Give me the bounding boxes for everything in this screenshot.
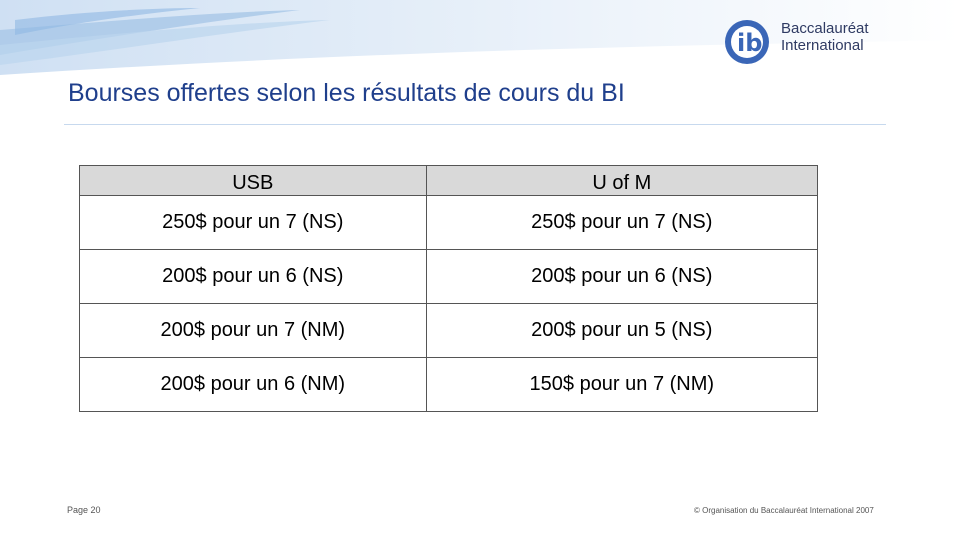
slide-title: Bourses offertes selon les résultats de … bbox=[68, 79, 625, 107]
table-header-row: USB U of M bbox=[79, 165, 819, 196]
table-row: 200$ pour un 6 (NS) 200$ pour un 6 (NS) bbox=[79, 249, 819, 304]
table-cell: 250$ pour un 7 (NS) bbox=[79, 195, 427, 250]
title-divider bbox=[64, 124, 886, 125]
logo-line-2: International bbox=[781, 37, 864, 54]
ib-logo-icon: ib bbox=[725, 20, 769, 64]
table-cell: 200$ pour un 6 (NS) bbox=[79, 249, 427, 304]
table-cell: 200$ pour un 5 (NS) bbox=[425, 303, 819, 358]
table-row: 200$ pour un 6 (NM) 150$ pour un 7 (NM) bbox=[79, 357, 819, 412]
table-row: 200$ pour un 7 (NM) 200$ pour un 5 (NS) bbox=[79, 303, 819, 358]
table-cell: 250$ pour un 7 (NS) bbox=[425, 195, 819, 250]
column-header-usb: USB bbox=[79, 165, 427, 196]
table-cell: 200$ pour un 7 (NM) bbox=[79, 303, 427, 358]
table-cell: 200$ pour un 6 (NS) bbox=[425, 249, 819, 304]
logo-line-1: Baccalauréat bbox=[781, 20, 869, 37]
table-cell: 200$ pour un 6 (NM) bbox=[79, 357, 427, 412]
page-number: Page 20 bbox=[67, 505, 101, 515]
scholarship-table: USB U of M 250$ pour un 7 (NS) 250$ pour… bbox=[79, 165, 819, 412]
table-row: 250$ pour un 7 (NS) 250$ pour un 7 (NS) bbox=[79, 195, 819, 250]
copyright-notice: © Organisation du Baccalauréat Internati… bbox=[694, 506, 874, 515]
table-cell: 150$ pour un 7 (NM) bbox=[425, 357, 819, 412]
header-banner bbox=[0, 0, 960, 75]
ib-logo: ib Baccalauréat International bbox=[723, 18, 893, 66]
svg-text:ib: ib bbox=[737, 29, 762, 57]
column-header-uofm: U of M bbox=[425, 165, 819, 196]
